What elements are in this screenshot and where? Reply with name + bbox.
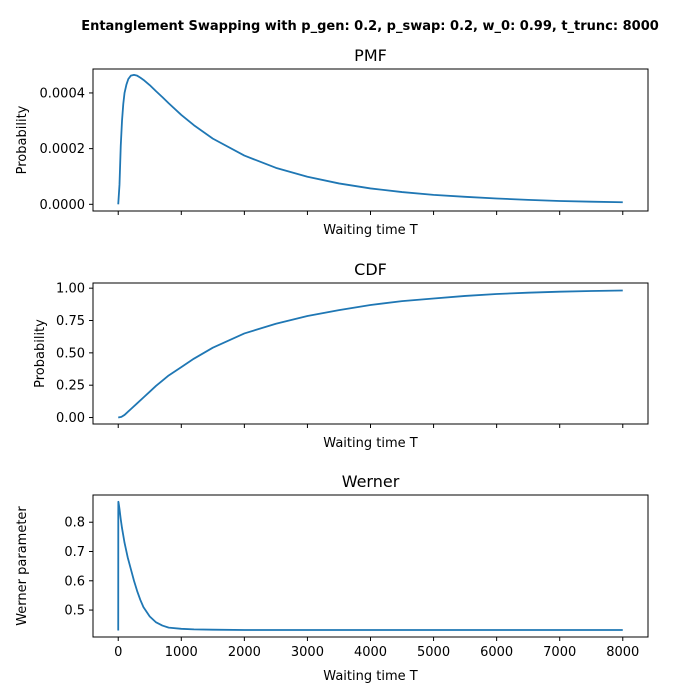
werner-ytick-label: 0.5: [64, 604, 85, 619]
pmf-ytick-label: 0.0004: [40, 86, 86, 101]
werner-ytick-label: 0.8: [64, 516, 85, 531]
cdf-xlabel: Waiting time T: [323, 436, 417, 451]
figure-suptitle: Entanglement Swapping with p_gen: 0.2, p…: [81, 19, 659, 34]
cdf-title: CDF: [354, 260, 387, 279]
werner-xlabel: Waiting time T: [323, 669, 417, 684]
werner-xtick-label: 2000: [228, 645, 261, 660]
werner-xtick-label: 3000: [291, 645, 324, 660]
pmf-subplot: PMF 0.0000 0.0002 0.0004 Waiting time T Proba…: [15, 46, 649, 238]
subplots: PMF 0.0000 0.0002 0.0004 Waiting time T Proba…: [15, 46, 649, 684]
werner-xtick-label: 5000: [417, 645, 450, 660]
werner-axes-frame: [92, 494, 649, 638]
cdf-ytick-label: 0.75: [56, 314, 85, 329]
werner-ytick-label: 0.6: [64, 574, 85, 589]
werner-xtick-label: 8000: [606, 645, 639, 660]
pmf-title: PMF: [354, 46, 387, 65]
pmf-ytick-label: 0.0000: [40, 198, 86, 213]
werner-xtick-label: 6000: [480, 645, 513, 660]
werner-title: Werner: [342, 472, 400, 491]
cdf-subplot: CDF 0.00 0.25 0.50 0.75 1.00 Waiting time T Pro…: [33, 260, 649, 451]
werner-subplot: Werner 0 1000 2000 3000 4000 5000 6000 7000 8000 0…: [15, 472, 649, 684]
pmf-ytick-label: 0.0002: [40, 142, 86, 157]
werner-ytick-label: 0.7: [64, 545, 85, 560]
cdf-ytick-label: 0.25: [56, 379, 85, 394]
werner-xtick-label: 1000: [165, 645, 198, 660]
cdf-ytick-label: 1.00: [56, 282, 85, 297]
werner-series-line: [117, 500, 623, 631]
pmf-xlabel: Waiting time T: [323, 223, 417, 238]
pmf-ylabel: Probability: [15, 105, 30, 174]
cdf-ytick-label: 0.00: [56, 411, 85, 426]
werner-xtick-label: 4000: [354, 645, 387, 660]
pmf-axes-frame: [92, 68, 649, 212]
pmf-series-line: [117, 73, 623, 205]
cdf-series-line: [118, 289, 623, 419]
werner-ylabel: Werner parameter: [15, 506, 30, 626]
cdf-ytick-label: 0.50: [56, 346, 85, 361]
werner-xtick-label: 7000: [543, 645, 576, 660]
werner-xtick-label: 0: [114, 645, 122, 660]
cdf-ylabel: Probability: [33, 319, 48, 388]
